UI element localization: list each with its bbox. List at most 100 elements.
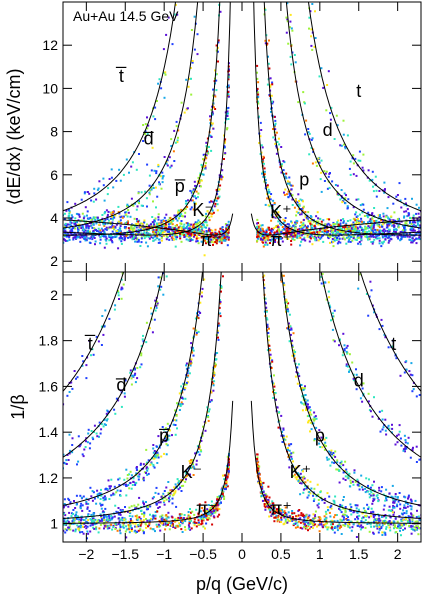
heatmap-cell — [219, 302, 222, 305]
heatmap-cell — [102, 177, 105, 180]
heatmap-cell — [313, 439, 316, 442]
heatmap-cell — [342, 507, 345, 510]
heatmap-cell — [269, 233, 272, 236]
heatmap-cell — [340, 219, 342, 222]
heatmap-cell — [313, 237, 316, 240]
heatmap-cell — [342, 133, 345, 136]
heatmap-cell — [286, 180, 289, 183]
heatmap-cell — [330, 319, 332, 322]
heatmap-cell — [271, 102, 274, 105]
y-tick-label: 10 — [42, 80, 58, 96]
heatmap-cell — [419, 210, 421, 213]
heatmap-cell — [160, 236, 163, 239]
heatmap-cell — [274, 239, 276, 241]
heatmap-cell — [332, 454, 335, 457]
heatmap-cell — [87, 218, 90, 221]
heatmap-cell — [200, 295, 203, 298]
band-curve-d-pos — [285, 2, 421, 229]
heatmap-cell — [360, 238, 363, 241]
heatmap-cell — [354, 504, 357, 507]
heatmap-cell — [358, 488, 361, 491]
heatmap-cell — [268, 233, 271, 236]
heatmap-cell — [113, 493, 116, 496]
heatmap-cell — [273, 203, 276, 206]
heatmap-cell — [355, 221, 358, 223]
heatmap-cell — [402, 235, 405, 238]
heatmap-cell — [411, 197, 413, 200]
heatmap-cell — [220, 227, 223, 230]
heatmap-cell — [350, 236, 352, 238]
heatmap-cell — [398, 430, 401, 433]
heatmap-cell — [396, 505, 399, 508]
heatmap-cell — [327, 70, 330, 73]
heatmap-cell — [308, 240, 311, 243]
heatmap-cell — [320, 67, 323, 70]
heatmap-cell — [139, 463, 142, 466]
heatmap-cell — [178, 409, 181, 411]
heatmap-cell — [331, 234, 334, 237]
heatmap-cell — [293, 473, 296, 476]
heatmap-cell — [74, 507, 77, 509]
heatmap-cell — [145, 197, 148, 200]
heatmap-cell — [311, 235, 314, 238]
heatmap-cell — [145, 241, 148, 244]
heatmap-cell — [309, 419, 312, 421]
heatmap-cell — [142, 463, 145, 466]
heatmap-cell — [228, 69, 230, 72]
heatmap-cell — [267, 238, 270, 241]
heatmap-cell — [200, 228, 203, 231]
heatmap-cell — [342, 232, 345, 234]
heatmap-cell — [126, 477, 129, 480]
heatmap-cell — [68, 391, 71, 393]
heatmap-cell — [157, 213, 160, 216]
heatmap-cell — [414, 225, 417, 228]
heatmap-cell — [173, 419, 176, 421]
heatmap-cell — [157, 435, 160, 438]
heatmap-cell — [179, 237, 182, 240]
heatmap-cell — [304, 215, 307, 218]
heatmap-cell — [78, 445, 81, 447]
heatmap-cell — [306, 225, 309, 228]
heatmap-cell — [212, 88, 215, 91]
heatmap-cell — [210, 149, 213, 152]
heatmap-cell — [315, 426, 318, 429]
heatmap-cell — [195, 202, 197, 205]
heatmap-cell — [271, 83, 274, 86]
heatmap-cell — [227, 91, 230, 94]
heatmap-cell — [405, 360, 408, 363]
heatmap-cell — [344, 475, 347, 478]
heatmap-cell — [156, 303, 159, 306]
heatmap-cell — [152, 444, 155, 446]
heatmap-cell — [181, 479, 184, 482]
heatmap-cell — [117, 507, 120, 509]
heatmap-cell — [85, 226, 88, 229]
heatmap-cell — [374, 175, 377, 178]
heatmap-cell — [199, 185, 202, 188]
heatmap-cell — [161, 231, 164, 234]
heatmap-cell — [117, 247, 120, 250]
heatmap-cell — [227, 76, 230, 79]
heatmap-cell — [266, 326, 269, 329]
heatmap-cell — [129, 524, 132, 527]
heatmap-cell — [63, 241, 65, 244]
heatmap-cell — [114, 412, 117, 415]
heatmap-cell — [278, 229, 281, 232]
heatmap-cell — [389, 234, 392, 237]
heatmap-cell — [329, 241, 331, 244]
heatmap-cell — [396, 434, 398, 437]
heatmap-cell — [120, 286, 123, 289]
heatmap-cell — [65, 209, 68, 212]
heatmap-cell — [291, 198, 294, 201]
heatmap-cell — [87, 502, 90, 505]
heatmap-cell — [123, 392, 126, 395]
heatmap-cell — [110, 215, 113, 218]
heatmap-cell — [65, 459, 68, 462]
heatmap-cell — [131, 235, 133, 238]
heatmap-cell — [99, 498, 102, 500]
heatmap-cell — [144, 132, 146, 135]
heatmap-cell — [90, 495, 93, 498]
heatmap-cell — [193, 467, 196, 470]
heatmap-cell — [196, 180, 199, 183]
heatmap-cell — [280, 223, 283, 226]
